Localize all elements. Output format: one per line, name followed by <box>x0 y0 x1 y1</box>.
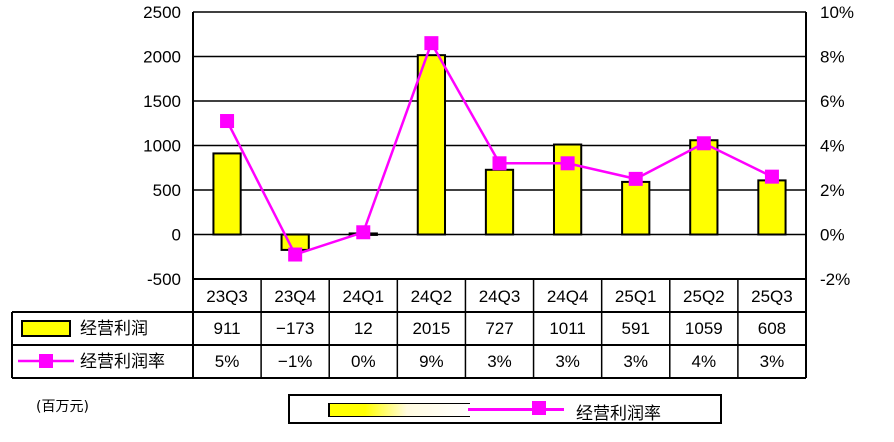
right-tick-label: 10% <box>820 3 854 22</box>
left-axis-ticks: 2500 2000 1500 1000 500 0 -500 <box>143 3 181 289</box>
data-label: 911 <box>214 319 241 338</box>
data-label: −1% <box>278 352 313 371</box>
left-tick-label: 500 <box>153 181 181 200</box>
data-label: 3% <box>555 352 580 371</box>
left-tick-label: 0 <box>172 226 181 245</box>
right-tick-label: 8% <box>820 48 845 67</box>
data-label: 608 <box>758 319 786 338</box>
bar <box>689 139 719 236</box>
data-label: 0% <box>351 352 376 371</box>
legend-line-swatch <box>468 408 564 411</box>
category-label: 24Q4 <box>547 287 589 306</box>
line-point <box>560 156 575 171</box>
data-label: 3% <box>623 352 648 371</box>
data-label: 727 <box>485 319 513 338</box>
data-label: 1059 <box>685 319 723 338</box>
legend-label: 经营利润率 <box>576 404 661 424</box>
unit-label: (百万元) <box>36 399 89 415</box>
right-tick-label: 4% <box>820 137 845 156</box>
bar <box>416 54 447 236</box>
category-label: 24Q3 <box>479 287 521 306</box>
left-tick-label: 1500 <box>143 92 181 111</box>
data-label: 1011 <box>549 319 586 338</box>
legend-square-marker <box>532 401 546 415</box>
line-point <box>764 169 779 184</box>
category-label: 25Q3 <box>751 287 793 306</box>
right-tick-label: 0% <box>820 226 845 245</box>
data-label: 9% <box>419 352 444 371</box>
category-label: 24Q1 <box>342 287 384 306</box>
line-point <box>220 114 235 129</box>
data-label: 591 <box>622 319 650 338</box>
right-tick-label: 2% <box>820 181 845 200</box>
line-point <box>492 156 507 171</box>
right-tick-label: 6% <box>820 92 845 111</box>
line-point <box>424 36 439 51</box>
data-label: 2015 <box>412 319 450 338</box>
category-label: 25Q1 <box>615 287 657 306</box>
data-label: 4% <box>692 352 717 371</box>
row-key-marker <box>39 354 53 368</box>
bars-series <box>212 54 787 251</box>
bar <box>757 179 787 236</box>
line-point <box>356 225 371 240</box>
left-tick-label: 2500 <box>143 3 181 22</box>
legend: 经营利润率 <box>288 394 722 424</box>
category-label: 24Q2 <box>411 287 453 306</box>
legend-bar-swatch <box>328 403 470 417</box>
left-tick-label: 1000 <box>143 137 181 156</box>
data-label: 12 <box>354 319 373 338</box>
line-point <box>696 136 711 151</box>
line-point <box>288 247 303 262</box>
data-label: −173 <box>276 319 314 338</box>
category-label: 23Q3 <box>206 287 248 306</box>
bar <box>212 152 242 236</box>
right-axis-ticks: 10% 8% 6% 4% 2% 0% -2% <box>820 3 854 289</box>
data-table: 23Q3 23Q4 24Q1 24Q2 24Q3 24Q4 25Q1 25Q2 25Q3 911 −… <box>11 278 806 379</box>
bar <box>484 168 515 236</box>
category-label: 25Q2 <box>683 287 725 306</box>
data-label: 3% <box>760 352 785 371</box>
data-label: 5% <box>215 352 240 371</box>
left-tick-label: -500 <box>147 270 181 289</box>
plot-frame <box>192 12 807 378</box>
right-tick-label: -2% <box>820 270 850 289</box>
bar <box>621 180 651 236</box>
line-point <box>628 171 643 186</box>
row-label: 经营利润 <box>80 319 148 339</box>
row-label: 经营利润率 <box>80 352 165 372</box>
row-key-bar-swatch <box>21 320 71 337</box>
left-tick-label: 2000 <box>143 48 181 67</box>
category-label: 23Q4 <box>274 287 316 306</box>
line-series <box>220 36 779 262</box>
data-label: 3% <box>487 352 512 371</box>
